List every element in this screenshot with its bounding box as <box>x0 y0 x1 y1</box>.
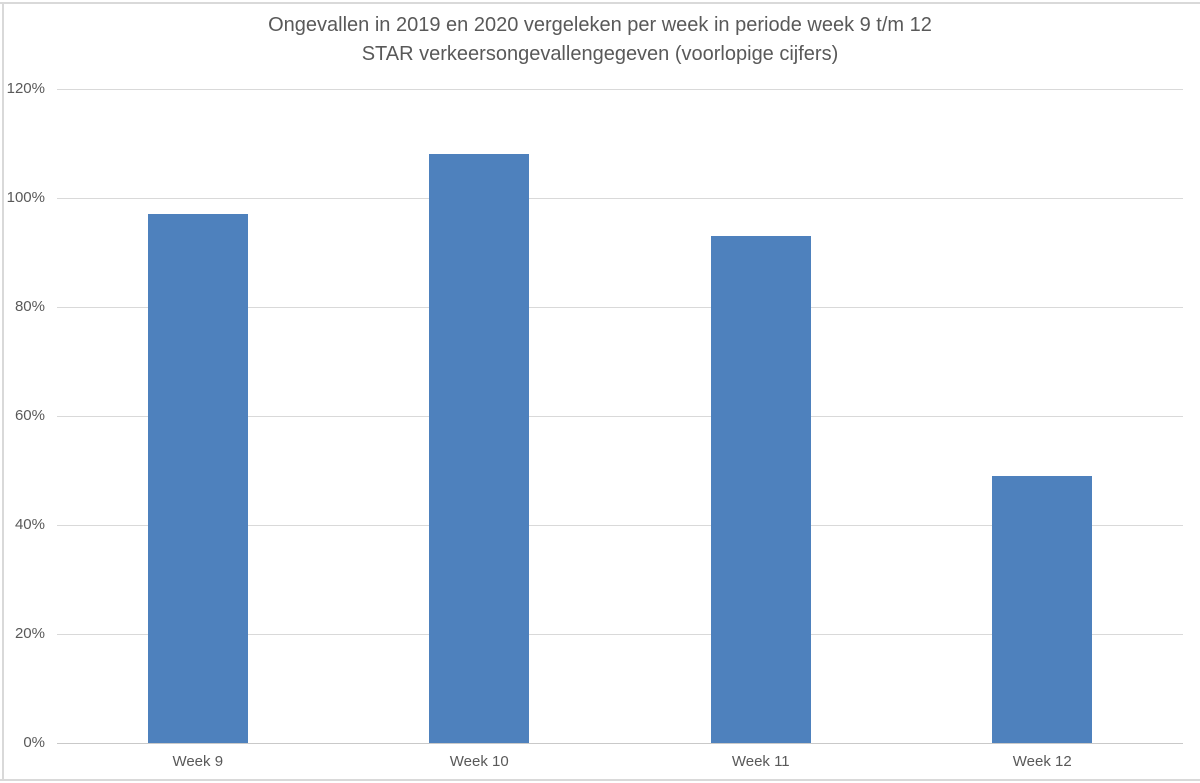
y-tick-label-60: 60% <box>14 407 45 424</box>
x-tick-label-week-9: Week 9 <box>172 753 224 770</box>
x-axis-line <box>57 742 1183 744</box>
bar-week-9 <box>147 214 248 743</box>
y-tick-label-20: 20% <box>14 625 45 642</box>
x-tick-label-week-12: Week 12 <box>1012 753 1072 770</box>
gridline-120 <box>57 88 1183 90</box>
y-tick-label-120: 120% <box>6 80 45 97</box>
gridline-20 <box>57 633 1183 635</box>
gridline-40 <box>57 524 1183 526</box>
x-tick-label-week-10: Week 10 <box>449 753 509 770</box>
gridline-80 <box>57 306 1183 308</box>
bar-week-12 <box>992 475 1093 743</box>
bar-week-11 <box>710 236 811 743</box>
frame-border-bottom <box>0 779 1200 781</box>
chart-title: Ongevallen in 2019 en 2020 vergeleken pe… <box>268 14 932 36</box>
gridline-60 <box>57 415 1183 417</box>
chart-title-block: Ongevallen in 2019 en 2020 vergeleken pe… <box>0 11 1200 69</box>
y-tick-label-80: 80% <box>14 298 45 315</box>
frame-border-left <box>2 2 4 781</box>
gridline-100 <box>57 197 1183 199</box>
y-tick-label-40: 40% <box>14 516 45 533</box>
y-tick-label-0: 0% <box>23 734 45 751</box>
frame-border-top <box>0 2 1200 4</box>
x-tick-label-week-11: Week 11 <box>731 753 790 770</box>
plot-area <box>57 88 1183 744</box>
chart-subtitle: STAR verkeersongevallengegeven (voorlopi… <box>361 43 839 65</box>
bar-week-10 <box>429 154 530 743</box>
y-tick-label-100: 100% <box>6 189 45 206</box>
